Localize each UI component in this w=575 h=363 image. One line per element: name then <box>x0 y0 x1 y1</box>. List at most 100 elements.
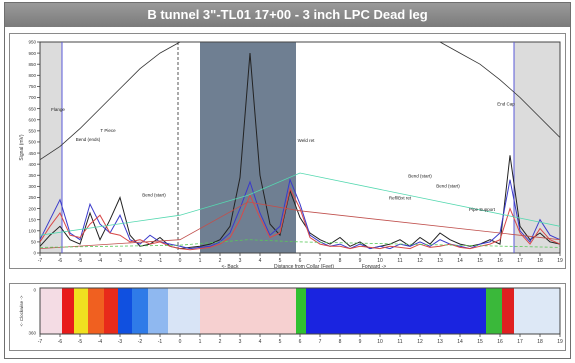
heatmap-band-14 <box>514 288 560 334</box>
heatmap-x-tick-label-1: -6 <box>58 339 63 345</box>
x-tick-label-1: -6 <box>58 258 63 264</box>
x-tick-label-8: 1 <box>199 258 202 264</box>
x-tick-label-21: 14 <box>457 258 463 264</box>
heatmap-x-tick-label-24: 17 <box>517 339 523 345</box>
x-tick-label-26: 19 <box>557 258 563 264</box>
annotation-label-6: Bend (start) <box>436 183 460 188</box>
annotation-label-4: Weld ret <box>298 138 315 143</box>
heatmap-band-1 <box>62 288 74 334</box>
heatmap-x-tick-label-16: 9 <box>359 339 362 345</box>
y-tick-label-1: 50 <box>31 240 37 245</box>
y-tick-label-12: 600 <box>28 117 36 122</box>
annotation-label-5: Bend (start) <box>408 173 432 178</box>
y-tick-label-10: 500 <box>28 140 36 145</box>
annotation-label-7: Refl/Bxt ret <box>389 196 412 201</box>
heatmap-band-7 <box>148 288 168 334</box>
heatmap-x-tick-label-4: -3 <box>118 339 123 345</box>
series-line-3 <box>39 201 561 249</box>
heatmap-band-10 <box>296 288 306 334</box>
heatmap-x-tick-label-17: 10 <box>377 339 383 345</box>
annotation-label-3: Bend (start) <box>142 192 166 197</box>
shaded-region-2 <box>514 42 560 253</box>
heatmap-x-tick-label-11: 4 <box>259 339 262 345</box>
shaded-region-0 <box>40 42 62 253</box>
chart-title: B tunnel 3"-TL01 17+00 - 3 inch LPC Dead… <box>5 3 570 27</box>
x-tick-label-19: 12 <box>417 258 423 264</box>
y-tick-label-4: 200 <box>28 206 36 211</box>
series-line-2 <box>39 187 561 251</box>
y-tick-label-11: 550 <box>28 129 36 134</box>
y-tick-label-15: 750 <box>28 84 36 89</box>
x-tick-label-6: -1 <box>158 258 163 264</box>
series-line-7 <box>439 41 561 138</box>
heatmap-x-tick-label-10: 3 <box>239 339 242 345</box>
x-axis-label-right: Forward -> <box>362 264 386 268</box>
clockwise-map-panel: -7 -6 -5 -4 -3 -2 -1 0 1 2 3 4 5 6 7 8 9 10 11 12 13 14 15 16 17… <box>9 283 566 351</box>
x-tick-label-10: 3 <box>239 258 242 264</box>
y-tick-label-5: 250 <box>28 195 36 200</box>
plot-area <box>39 41 561 254</box>
annotation-label-8: Pipe Support <box>469 207 496 212</box>
y-tick-label-3: 150 <box>28 217 36 222</box>
heatmap-x-tick-label-25: 18 <box>537 339 543 345</box>
heatmap-x-tick-label-22: 15 <box>477 339 483 345</box>
x-tick-label-16: 9 <box>359 258 362 264</box>
heatmap-x-tick-label-9: 2 <box>219 339 222 345</box>
x-tick-label-3: -4 <box>98 258 103 264</box>
x-tick-label-18: 11 <box>397 258 402 264</box>
heatmap-band-5 <box>118 288 132 334</box>
heatmap-band-13 <box>502 288 514 334</box>
heatmap-y-tick-label-1: 360 <box>28 331 36 336</box>
y-tick-label-13: 650 <box>28 106 36 111</box>
heatmap-band-12 <box>486 288 502 334</box>
heatmap-x-tick-label-14: 7 <box>319 339 322 345</box>
x-tick-label-12: 5 <box>279 258 282 264</box>
x-tick-label-23: 16 <box>497 258 503 264</box>
heatmap-band-2 <box>74 288 88 334</box>
heatmap-x-tick-label-12: 5 <box>279 339 282 345</box>
x-tick-label-13: 6 <box>299 258 302 264</box>
x-tick-label-9: 2 <box>219 258 222 264</box>
x-tick-label-14: 7 <box>319 258 322 264</box>
clockwise-map: -7 -6 -5 -4 -3 -2 -1 0 1 2 3 4 5 6 7 8 9 10 11 12 13 14 15 16 17… <box>19 287 563 345</box>
heatmap-x-tick-label-8: 1 <box>199 339 202 345</box>
heatmap-x-tick-label-26: 19 <box>557 339 563 345</box>
series-line-4 <box>39 172 561 236</box>
heatmap-x-tick-label-20: 13 <box>437 339 443 345</box>
y-tick-label-2: 100 <box>28 228 36 233</box>
y-tick-label-7: 350 <box>28 173 36 178</box>
heatmap-x-tick-label-0: -7 <box>38 339 43 345</box>
y-axis-label: Signal (mV) <box>19 134 25 160</box>
series-line-5 <box>39 239 561 248</box>
heatmap-x-tick-label-2: -5 <box>78 339 83 345</box>
series-line-6 <box>39 41 181 161</box>
heatmap-band-4 <box>104 288 118 334</box>
heatmap-band-8 <box>168 288 200 334</box>
y-tick-label-18: 900 <box>28 51 36 56</box>
x-tick-label-7: 0 <box>179 258 182 264</box>
heatmap-x-tick-label-19: 12 <box>417 339 423 345</box>
y-tick-label-16: 800 <box>28 73 36 78</box>
annotation-label-1: Bend (ends) <box>76 137 101 142</box>
heatmap-band-11 <box>306 288 486 334</box>
y-tick-label-14: 700 <box>28 95 36 100</box>
x-tick-label-11: 4 <box>259 258 262 264</box>
y-tick-label-19: 950 <box>28 40 36 45</box>
signal-chart: -7 -6 -5 -4 -3 -2 -1 0 1 2 3 4 5 6 7 8 9 10 11 12 13 14 15 16 17… <box>19 40 563 270</box>
annotation-label-9: End Cap <box>497 101 515 106</box>
y-tick-label-6: 300 <box>28 184 36 189</box>
heatmap-band-3 <box>88 288 104 334</box>
y-tick-label-8: 400 <box>28 162 36 167</box>
heatmap-y-tick-label-0: 0 <box>33 288 36 293</box>
y-tick-label-0: 0 <box>33 251 36 256</box>
x-tick-label-17: 10 <box>377 258 383 264</box>
heatmap-x-tick-label-23: 16 <box>497 339 503 345</box>
x-tick-label-25: 18 <box>537 258 543 264</box>
heatmap-x-tick-label-13: 6 <box>299 339 302 345</box>
x-tick-label-2: -5 <box>78 258 83 264</box>
heatmap-x-tick-label-15: 8 <box>339 339 342 345</box>
heatmap-x-tick-label-5: -2 <box>138 339 143 345</box>
x-axis-label-left: <- Back <box>221 264 239 268</box>
series-line-1 <box>39 178 561 250</box>
y-tick-label-9: 450 <box>28 151 36 156</box>
